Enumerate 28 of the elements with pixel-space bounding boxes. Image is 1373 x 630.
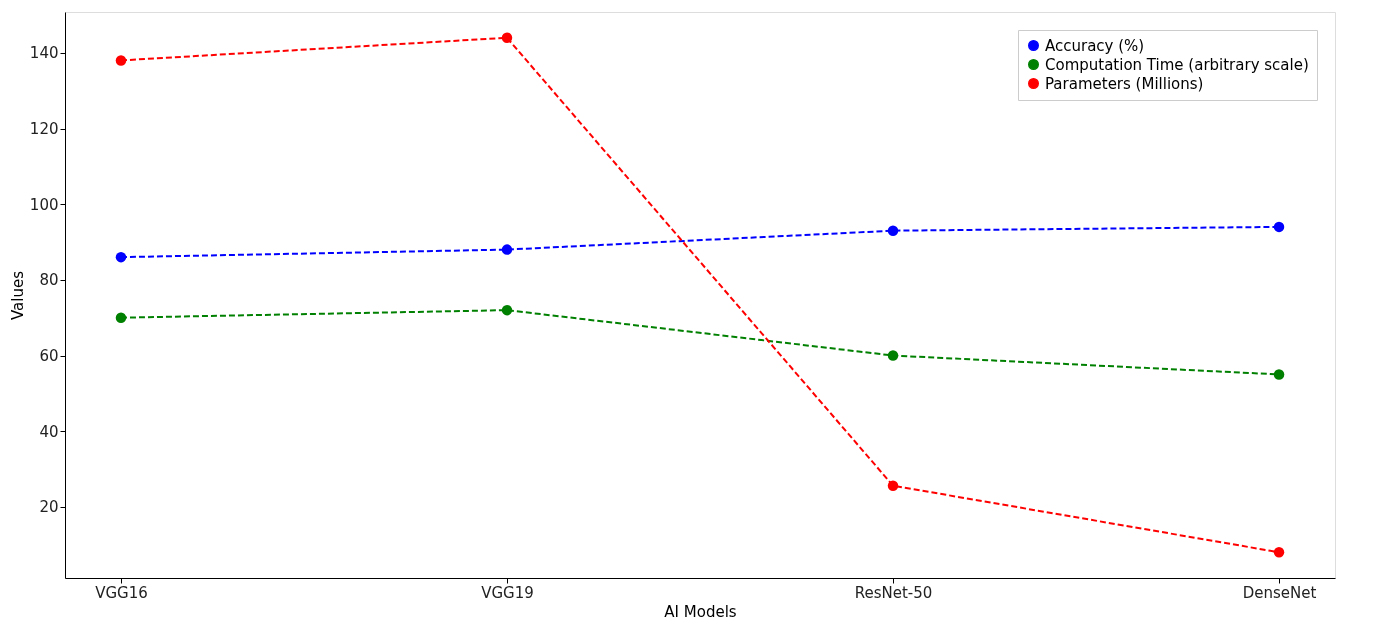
y-tick-label: 100 [29, 195, 59, 214]
point [115, 251, 127, 263]
point [115, 55, 127, 66]
x-tick-label: VGG19 [481, 583, 534, 602]
x-tick-label: DenseNet [1242, 583, 1317, 602]
point [1273, 547, 1285, 558]
y-tick-label: 20 [39, 498, 59, 517]
legend-label: Accuracy (%) [1045, 36, 1145, 55]
point [1273, 221, 1285, 233]
x-axis-title: AI Models [664, 602, 737, 621]
y-tick-label: 120 [29, 120, 59, 139]
point [887, 225, 899, 236]
x-tick-label: VGG16 [95, 583, 148, 602]
y-tick-label: 140 [29, 44, 59, 63]
point [115, 312, 127, 323]
point [501, 304, 513, 316]
legend-label: Computation Time (arbitrary scale) [1045, 55, 1309, 74]
point [887, 350, 899, 361]
y-tick-label: 60 [39, 347, 59, 366]
legend-label: Parameters (Millions) [1045, 74, 1204, 93]
point [887, 480, 899, 491]
y-tick-label: 80 [39, 271, 59, 290]
y-tick-label: 40 [39, 422, 59, 441]
x-tick-label: ResNet-50 [854, 583, 933, 602]
point [501, 244, 513, 255]
point [501, 32, 513, 43]
point [1273, 369, 1285, 380]
y-axis-title: Values [8, 270, 27, 321]
